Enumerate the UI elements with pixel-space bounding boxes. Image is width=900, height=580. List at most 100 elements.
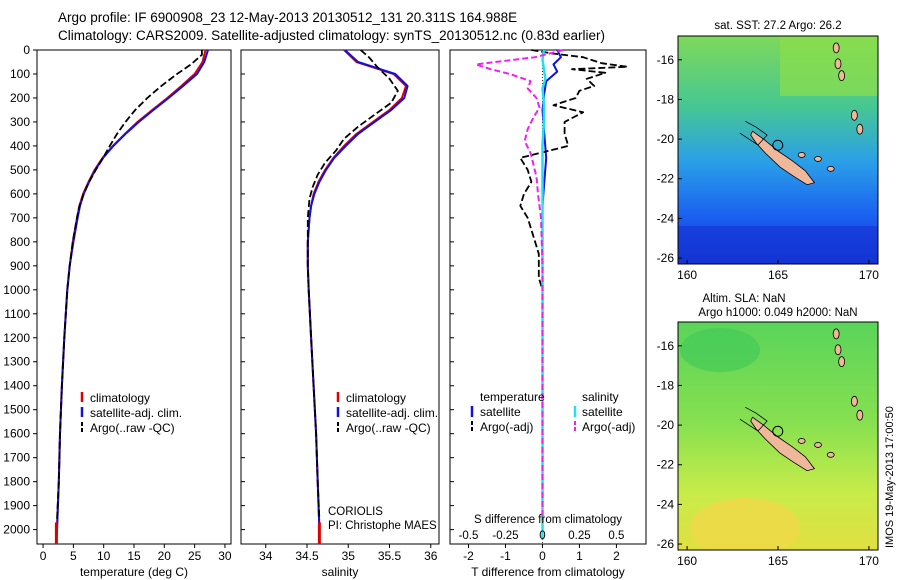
- x-tick-label: 35.5: [378, 549, 402, 563]
- sla-map-title-line2: Argo h1000: 0.049 h2000: NaN: [698, 307, 857, 319]
- x-tick-label: 25: [188, 549, 202, 563]
- temperature-plot: [54, 49, 209, 544]
- depth-tick-label: 1700: [3, 451, 30, 465]
- lon-tick-label: 165: [768, 554, 788, 568]
- legend-heading-temperature: temperature: [480, 390, 545, 404]
- lon-tick-label: 160: [677, 554, 697, 568]
- lon-tick-label: 170: [859, 268, 879, 282]
- lon-tick-label: 170: [859, 554, 879, 568]
- salinity-legend: climatology satellite-adj. clim. Argo(..…: [336, 391, 438, 435]
- vanuatu-island: [850, 109, 858, 121]
- imos-timestamp: IMOS 19-May-2013 17:00:50: [884, 406, 896, 548]
- series-line-temperature-satellite: [541, 49, 562, 540]
- s-tick-label: -0.25: [492, 530, 518, 542]
- lat-tick-label: -18: [657, 92, 675, 106]
- difference-panel-frame: [449, 49, 647, 545]
- series-line-salinity-argo-adj: [474, 49, 564, 520]
- vanuatu-island: [850, 395, 858, 407]
- depth-tick-label: 1100: [4, 307, 30, 321]
- sla-coastlines: [739, 328, 864, 472]
- legend-label-t-satellite: satellite: [480, 405, 521, 419]
- float-position-marker: [772, 139, 784, 151]
- sla-high-patch: [690, 498, 800, 550]
- data-center-label: CORIOLIS: [328, 506, 383, 518]
- x-tick-label: 36: [424, 549, 438, 563]
- sla-low-patch: [680, 328, 760, 372]
- legend-label-s-satellite: satellite: [582, 405, 623, 419]
- vanuatu-island: [838, 356, 846, 368]
- depth-tick-label: 1200: [3, 331, 30, 345]
- s-tick-label: 0.25: [568, 530, 590, 542]
- difference-legend: temperature salinity satellite Argo(-adj…: [470, 390, 635, 434]
- lon-tick-label: 160: [677, 268, 697, 282]
- series-line-temperature-argo-adj: [519, 49, 629, 520]
- depth-tick-label: 900: [10, 259, 30, 273]
- depth-tick-label: 1900: [3, 499, 30, 513]
- lat-tick-label: -22: [657, 458, 675, 472]
- loyalty-island: [814, 156, 822, 162]
- loyalty-island: [826, 165, 835, 172]
- x-axis-ticks: 0 5 10 15 20 25 30 34 34.5 35 35.5 36 -2 -1 0 1 2 -0.5 -0.…: [40, 530, 625, 563]
- loyalty-island: [797, 438, 806, 444]
- x-tick-label: -2: [463, 549, 474, 563]
- sla-map-title-line1: Altim. SLA: NaN: [702, 293, 785, 305]
- depth-axis: 0 100 200 300 400 500 600 700 800 900 1000 1100 1200…: [3, 43, 454, 537]
- legend-label-t-argo: Argo(-adj): [480, 420, 533, 434]
- x-tick-label: -1: [500, 549, 511, 563]
- temperature-legend: climatology satellite-adj. clim. Argo(..…: [80, 391, 182, 435]
- lat-tick-label: -16: [657, 339, 675, 353]
- new-caledonia-island: [750, 416, 816, 472]
- legend-label-climatology: climatology: [346, 391, 406, 405]
- lat-tick-label: -26: [657, 537, 675, 551]
- legend-label-argo: Argo(..raw -QC): [346, 421, 431, 435]
- lat-tick-label: -22: [657, 172, 675, 186]
- sla-map: [678, 322, 878, 550]
- x-tick-label: 1: [576, 549, 583, 563]
- lat-tick-label: -24: [657, 497, 675, 511]
- s-tick-label: 0: [539, 530, 545, 542]
- vanuatu-island: [856, 409, 864, 421]
- temperature-axis-label: temperature (deg C): [80, 565, 188, 579]
- depth-tick-label: 300: [10, 115, 30, 129]
- vanuatu-island: [834, 58, 842, 70]
- depth-tick-label: 1800: [3, 475, 30, 489]
- depth-tick-label: 1300: [3, 355, 30, 369]
- lat-tick-label: -16: [657, 53, 675, 67]
- x-tick-label: 5: [70, 549, 77, 563]
- sst-map: [678, 36, 878, 264]
- x-tick-label: 10: [97, 549, 111, 563]
- series-line-argo-raw-qc: [56, 50, 203, 521]
- depth-tick-label: 1500: [3, 403, 30, 417]
- x-tick-label: 0: [539, 549, 546, 563]
- series-line-satellite-adj-clim: [55, 49, 209, 540]
- lat-tick-label: -18: [657, 378, 675, 392]
- x-tick-label: 34.5: [295, 549, 319, 563]
- legend-label-s-argo: Argo(-adj): [582, 420, 635, 434]
- legend-label-climatology: climatology: [90, 391, 150, 405]
- depth-tick-label: 1600: [3, 427, 30, 441]
- vanuatu-island: [838, 70, 846, 82]
- loyalty-island: [826, 451, 835, 458]
- lat-tick-label: -20: [657, 132, 675, 146]
- legend-label-argo: Argo(..raw -QC): [90, 421, 175, 435]
- series-line-argo-raw-qc: [306, 49, 399, 521]
- series-line-climatology: [55, 49, 207, 540]
- s-difference-axis-label: S difference from climatology: [474, 514, 622, 526]
- depth-tick-label: 600: [10, 187, 30, 201]
- figure-title-line1: Argo profile: IF 6900908_23 12-May-2013 …: [58, 10, 517, 25]
- vanuatu-island: [834, 344, 842, 356]
- series-line-climatology: [306, 49, 407, 540]
- vanuatu-island: [832, 328, 840, 340]
- s-tick-label: 0.5: [608, 530, 624, 542]
- depth-tick-label: 500: [10, 163, 30, 177]
- sst-coastlines: [739, 42, 864, 186]
- x-tick-label: 35: [342, 549, 356, 563]
- legend-heading-salinity: salinity: [582, 390, 619, 404]
- figure-title-line2: Climatology: CARS2009. Satellite-adjuste…: [58, 28, 605, 43]
- salinity-plot: [306, 49, 409, 544]
- t-difference-axis-label: T difference from climatology: [471, 565, 625, 579]
- loyalty-island: [797, 152, 806, 158]
- salinity-panel-frame: [240, 49, 440, 545]
